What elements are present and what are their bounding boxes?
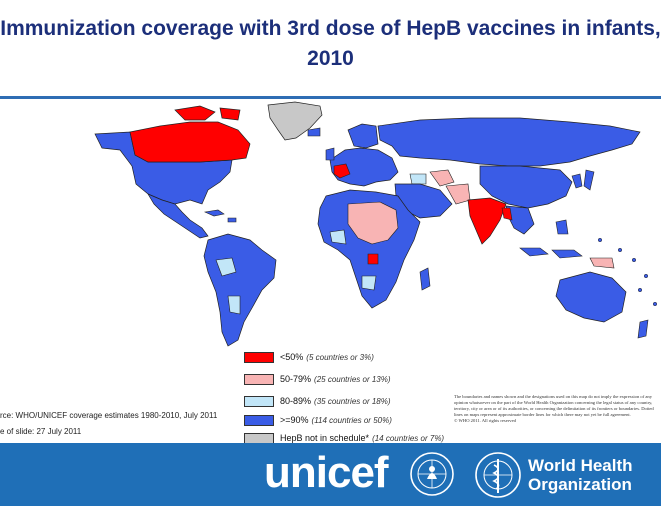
disclaimer-text: The boundaries and names shown and the d…	[454, 394, 654, 417]
japan-korea	[571, 169, 595, 191]
caribbean	[203, 209, 237, 223]
date-line: e of slide: 27 July 2011	[0, 427, 82, 436]
legend-item: 80-89% (35 countries or 18%)	[244, 394, 391, 408]
legend-item: >=90% (114 countries or 50%)	[244, 413, 392, 427]
mexico-central-america	[147, 193, 209, 239]
china	[479, 165, 573, 209]
copyright-text: © WHO 2011. All rights reserved	[454, 418, 516, 423]
uk-iceland	[307, 127, 335, 161]
south-america	[203, 233, 277, 347]
legend-swatch	[244, 432, 274, 444]
unicef-emblem-icon	[410, 452, 454, 496]
legend-swatch	[244, 373, 274, 385]
who-emblem-icon	[475, 452, 521, 498]
footer-bar: unicef World Health Organization	[0, 443, 661, 506]
scandinavia	[347, 123, 379, 149]
who-line-2: Organization	[528, 475, 632, 494]
legend-note: (114 countries or 50%)	[311, 415, 392, 425]
who-line-1: World Health	[528, 456, 633, 475]
legend-item: 50-79% (25 countries or 13%)	[244, 372, 391, 386]
disclaimer: The boundaries and names shown and the d…	[454, 394, 661, 424]
south-america-80-89	[215, 257, 241, 315]
legend-swatch	[244, 395, 274, 407]
who-logo-text: World Health Organization	[528, 456, 633, 494]
legend-note: (25 countries or 13%)	[314, 374, 391, 384]
legend-item: <50% (5 countries or 3%)	[244, 350, 374, 364]
legend-label: HepB not in schedule*	[280, 433, 370, 443]
legend-note: (5 countries or 3%)	[306, 352, 374, 362]
africa-80-89	[329, 229, 377, 291]
greenland	[267, 101, 323, 141]
russia	[377, 117, 641, 167]
unicef-logo-text: unicef	[264, 448, 389, 497]
legend-label: <50%	[280, 352, 304, 362]
madagascar	[419, 267, 431, 291]
india	[467, 197, 507, 245]
title-divider	[0, 96, 661, 99]
canada-islands	[174, 105, 241, 121]
central-asia-50-79	[429, 169, 455, 187]
source-line: rce: WHO/UNICEF coverage estimates 1980-…	[0, 411, 218, 420]
thailand-myanmar	[501, 207, 513, 221]
canada	[129, 121, 251, 163]
legend-label: >=90%	[280, 415, 309, 425]
papua-new-guinea	[589, 257, 615, 269]
new-zealand	[637, 319, 649, 339]
legend-swatch	[244, 414, 274, 426]
africa-50-79	[347, 201, 399, 245]
legend-note: (35 countries or 18%)	[314, 396, 391, 406]
legend-note: (14 countries or 7%)	[372, 433, 445, 443]
legend-label: 80-89%	[280, 396, 312, 406]
indonesia	[519, 219, 583, 259]
france	[333, 163, 351, 179]
world-map	[94, 101, 658, 347]
africa-lt50	[367, 253, 379, 265]
pacific-islands	[597, 237, 658, 307]
central-asia-80-89	[409, 173, 427, 185]
europe	[329, 147, 399, 187]
legend-swatch	[244, 351, 274, 363]
legend-label: 50-79%	[280, 374, 312, 384]
map-title: Immunization coverage with 3rd dose of H…	[0, 17, 661, 70]
australia	[555, 271, 627, 323]
